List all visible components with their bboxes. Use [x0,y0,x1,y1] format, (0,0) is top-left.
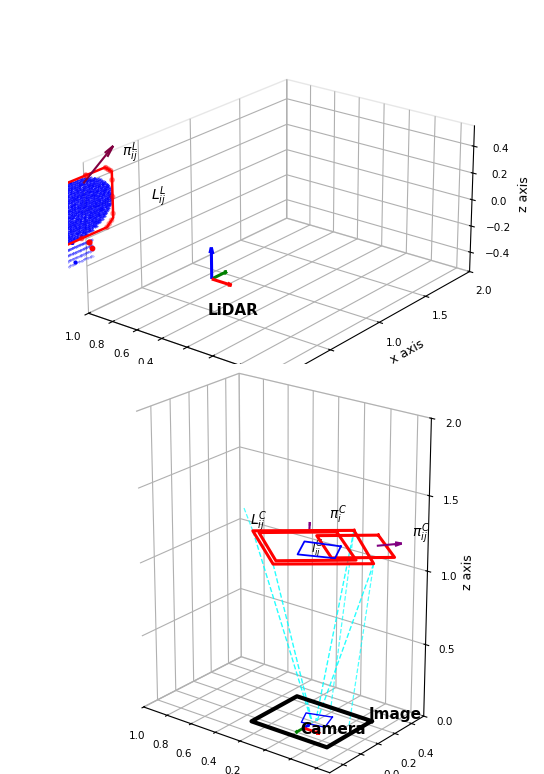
Y-axis label: x axis: x axis [388,337,426,367]
X-axis label: y axis: y axis [131,370,170,394]
